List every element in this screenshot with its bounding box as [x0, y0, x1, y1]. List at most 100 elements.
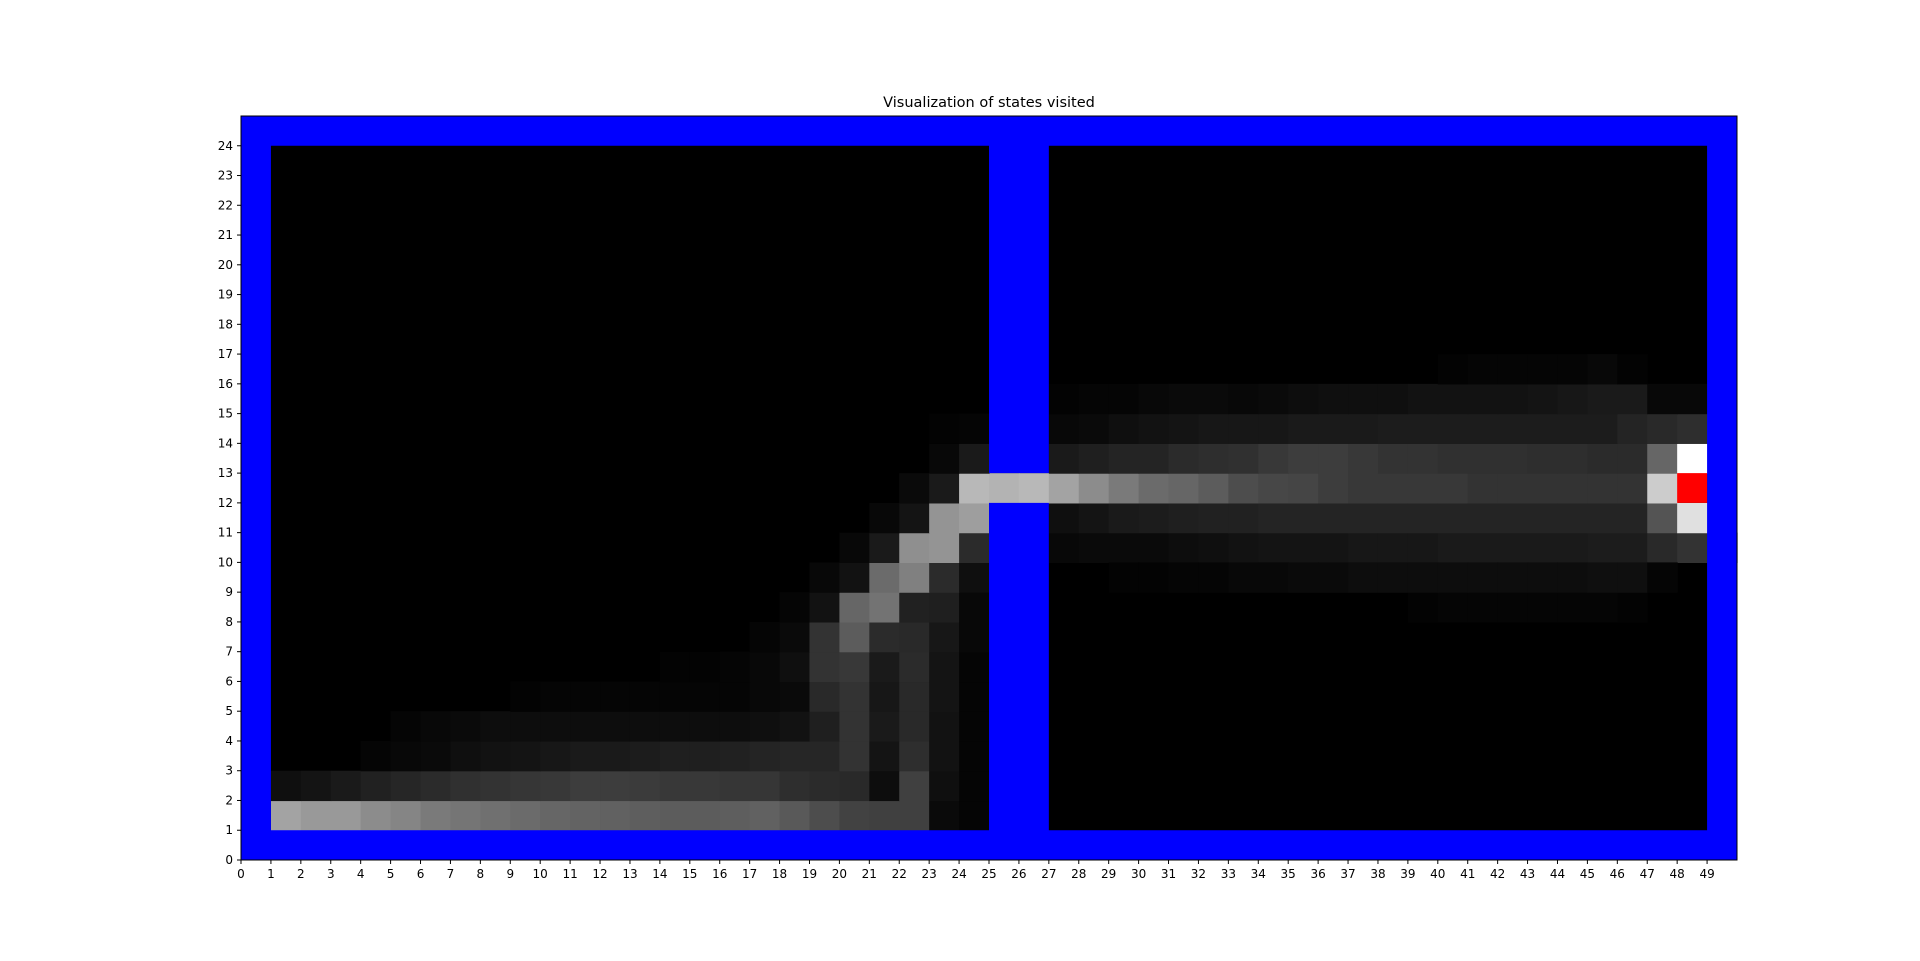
x-tick-label: 45 [1580, 867, 1595, 881]
visit-cell [719, 681, 751, 712]
visit-cell [1647, 473, 1678, 504]
visit-cell [1377, 502, 1409, 534]
visit-cell [1258, 502, 1289, 534]
visit-cell [629, 800, 661, 831]
visit-cell [1348, 443, 1379, 474]
visit-cell [1258, 443, 1289, 474]
visit-cell [1198, 413, 1229, 444]
visit-cell [1168, 473, 1200, 504]
visit-cell [929, 740, 960, 772]
x-tick-label: 12 [592, 867, 607, 881]
visit-cell [1258, 473, 1289, 504]
visit-cell [450, 770, 481, 802]
visit-cell [1228, 413, 1259, 444]
visit-cell [1318, 473, 1349, 504]
visit-cell [1437, 443, 1469, 474]
x-axis: 0 1 2 3 4 5 6 7 8 9 10 11 12 13 14 15 16 17 18 19 20 21 22 23 24… [237, 860, 1715, 881]
visit-cell [1168, 562, 1200, 593]
y-tick-label: 19 [218, 288, 233, 302]
visit-cell [1288, 502, 1319, 534]
visit-cell [1048, 502, 1080, 534]
visit-cell [1228, 502, 1259, 534]
visit-cell [1198, 562, 1229, 593]
visit-cell [420, 740, 452, 772]
visit-cell [1557, 532, 1588, 563]
visit-cell [809, 562, 840, 593]
x-tick-label: 47 [1640, 867, 1655, 881]
y-tick-label: 3 [225, 764, 233, 778]
visit-cell [839, 621, 870, 653]
visit-cell [1677, 502, 1708, 534]
visit-cell [1078, 502, 1110, 534]
visit-cell [390, 740, 422, 772]
visit-cell [1437, 473, 1469, 504]
x-tick-label: 26 [1011, 867, 1026, 881]
visit-cell [779, 621, 811, 653]
y-tick-label: 4 [225, 734, 233, 748]
visit-cell [1108, 413, 1140, 444]
visit-cell [600, 770, 631, 802]
visit-cell [869, 621, 900, 653]
visit-cell [1348, 413, 1379, 444]
visit-cell [1078, 383, 1110, 415]
visit-cell [1288, 473, 1319, 504]
visit-cell [779, 711, 811, 742]
visit-cell [1377, 383, 1409, 415]
visit-cell [1318, 443, 1349, 474]
x-tick-label: 22 [892, 867, 907, 881]
visit-cell [1557, 473, 1588, 504]
visit-cell [689, 681, 721, 712]
x-tick-label: 10 [533, 867, 548, 881]
visit-cell [689, 770, 721, 802]
x-tick-label: 2 [297, 867, 305, 881]
visit-cell [809, 770, 840, 802]
visit-cell [1587, 354, 1618, 385]
visit-cell [929, 711, 960, 742]
visit-cell [629, 740, 661, 772]
visit-cell [749, 651, 781, 683]
visit-cell [929, 413, 960, 444]
visit-cell [1587, 502, 1618, 534]
visit-cell [809, 592, 840, 623]
visit-cell [1617, 413, 1648, 444]
visit-cell [1318, 383, 1349, 415]
visit-cell [450, 711, 481, 742]
visit-cell [929, 681, 960, 712]
visit-cell [899, 562, 930, 593]
visit-cell [839, 711, 870, 742]
x-tick-label: 41 [1460, 867, 1475, 881]
visit-cell [1288, 562, 1319, 593]
visit-cell [300, 800, 332, 831]
visit-cell [1527, 502, 1559, 534]
y-tick-label: 16 [218, 377, 233, 391]
y-tick-label: 9 [225, 585, 233, 599]
visit-cell [959, 502, 990, 534]
visit-cell [929, 502, 960, 534]
visit-cell [749, 800, 781, 831]
visit-cell [1497, 443, 1529, 474]
visit-cell [1497, 383, 1529, 415]
visit-cell [1587, 562, 1618, 593]
visit-cell [1078, 413, 1110, 444]
visit-cell [1617, 562, 1648, 593]
visit-cell [480, 740, 511, 772]
y-tick-label: 5 [225, 704, 233, 718]
visit-cell [1048, 383, 1080, 415]
y-tick-label: 1 [225, 823, 233, 837]
visit-cell [839, 800, 870, 831]
x-tick-label: 5 [387, 867, 395, 881]
visit-cell [390, 711, 422, 742]
visit-cell [600, 681, 631, 712]
visit-cell [1677, 532, 1708, 563]
visit-cell [1228, 383, 1259, 415]
visit-cell [869, 592, 900, 623]
x-tick-label: 0 [237, 867, 245, 881]
visit-cell [1048, 532, 1080, 563]
visit-cell [1497, 562, 1529, 593]
visit-cell [779, 800, 811, 831]
x-tick-label: 13 [622, 867, 637, 881]
visit-cell [1168, 532, 1200, 563]
x-tick-label: 21 [862, 867, 877, 881]
visit-cell [1497, 473, 1529, 504]
